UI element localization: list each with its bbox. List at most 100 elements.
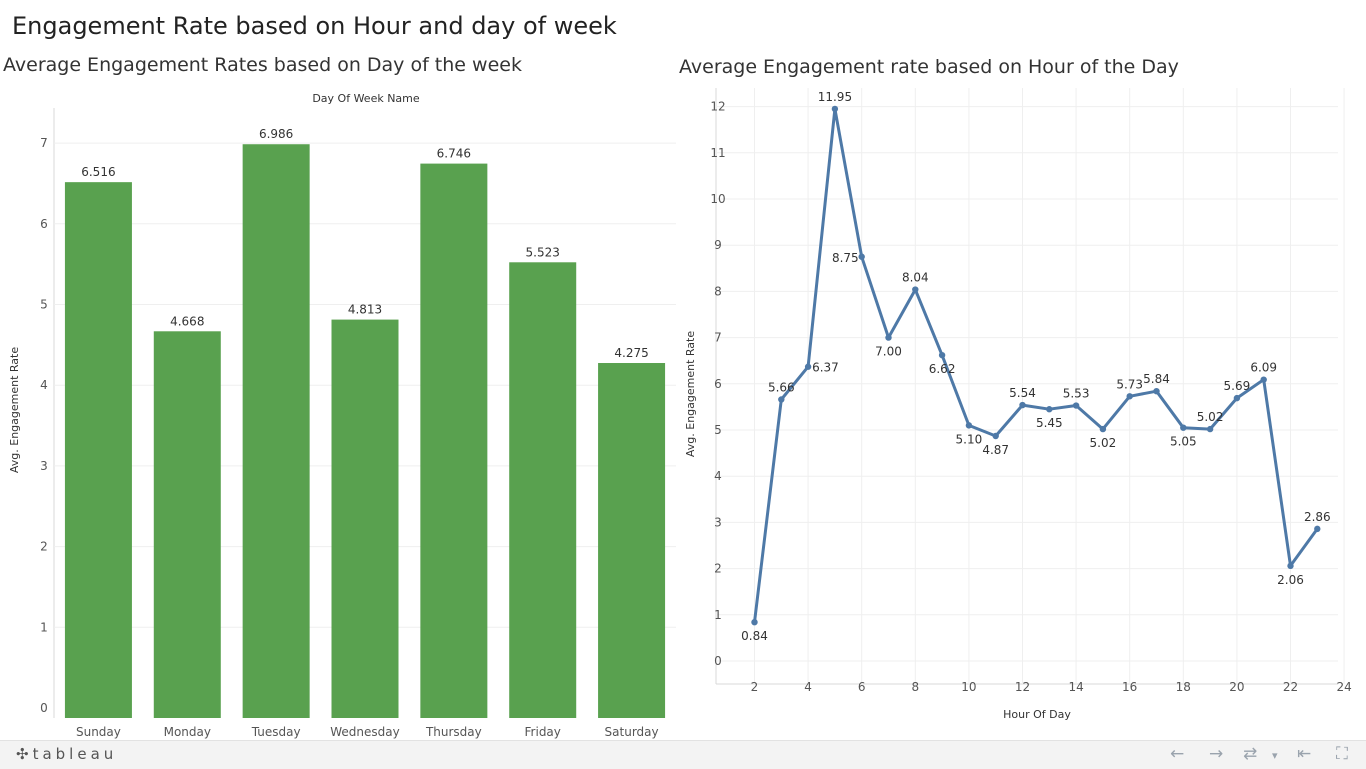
line-data-label: 5.73 bbox=[1116, 377, 1143, 391]
line-data-point[interactable] bbox=[1072, 402, 1080, 409]
redo-icon[interactable]: → bbox=[1209, 744, 1224, 764]
line-x-tick-label: 20 bbox=[1229, 680, 1244, 694]
line-data-label: 5.02 bbox=[1090, 436, 1117, 450]
bar-x-tick-label: Saturday bbox=[605, 725, 659, 739]
line-data-point[interactable] bbox=[1099, 425, 1107, 433]
bar-x-tick-label: Monday bbox=[164, 725, 211, 739]
line-y-tick-label: 2 bbox=[714, 562, 722, 576]
tableau-logo[interactable]: ✣ tableau bbox=[16, 745, 117, 763]
line-data-label: 6.62 bbox=[929, 362, 956, 376]
line-x-tick-label: 18 bbox=[1176, 680, 1191, 694]
line-data-point[interactable] bbox=[1153, 387, 1160, 395]
bar-data-label: 6.516 bbox=[81, 165, 115, 179]
line-data-label: 2.86 bbox=[1304, 510, 1331, 524]
bar-x-tick-label: Tuesday bbox=[251, 725, 301, 739]
bar-thursday[interactable] bbox=[420, 163, 488, 719]
bar-y-tick-label: 3 bbox=[40, 459, 48, 473]
line-data-label: 4.87 bbox=[982, 443, 1009, 457]
line-y-tick-label: 1 bbox=[714, 608, 722, 622]
bar-y-tick-label: 0 bbox=[40, 701, 48, 715]
bar-x-tick-label: Wednesday bbox=[330, 725, 399, 739]
undo-icon[interactable]: ← bbox=[1170, 744, 1185, 764]
dropdown-icon[interactable]: ▾ bbox=[1272, 749, 1278, 762]
line-y-tick-label: 6 bbox=[714, 377, 722, 391]
bar-data-label: 4.668 bbox=[170, 314, 204, 328]
bar-y-tick-label: 2 bbox=[40, 540, 48, 554]
line-data-label: 0.84 bbox=[741, 629, 768, 643]
bar-sunday[interactable] bbox=[64, 182, 132, 718]
line-data-point[interactable] bbox=[778, 396, 785, 403]
line-y-tick-label: 11 bbox=[710, 146, 725, 160]
line-data-point[interactable] bbox=[992, 432, 999, 440]
line-data-label: 7.00 bbox=[875, 345, 902, 359]
bar-saturday[interactable] bbox=[598, 363, 666, 718]
tableau-logo-text: tableau bbox=[32, 745, 118, 763]
line-data-label: 6.09 bbox=[1250, 361, 1277, 375]
bar-friday[interactable] bbox=[509, 262, 577, 718]
bar-tuesday[interactable] bbox=[242, 144, 310, 718]
line-data-point[interactable] bbox=[831, 105, 839, 113]
line-data-point[interactable] bbox=[1233, 394, 1241, 402]
line-data-label: 5.66 bbox=[768, 381, 795, 395]
line-data-point[interactable] bbox=[1019, 401, 1026, 409]
bar-wednesday[interactable] bbox=[331, 319, 399, 718]
line-data-label: 5.84 bbox=[1143, 372, 1170, 386]
bar-data-label: 5.523 bbox=[526, 245, 560, 259]
line-data-label: 5.54 bbox=[1009, 386, 1036, 400]
bar-data-label: 4.275 bbox=[614, 346, 648, 360]
line-x-tick-label: 16 bbox=[1122, 680, 1137, 694]
line-data-point[interactable] bbox=[1046, 406, 1053, 413]
line-data-label: 8.75 bbox=[832, 251, 859, 265]
line-data-point[interactable] bbox=[804, 363, 812, 370]
reset-icon[interactable]: ⇤ bbox=[1297, 744, 1312, 764]
line-x-tick-label: 12 bbox=[1015, 680, 1030, 694]
line-data-point[interactable] bbox=[965, 422, 973, 429]
line-x-tick-label: 8 bbox=[911, 680, 919, 694]
dashboard-title: Engagement Rate based on Hour and day of… bbox=[12, 12, 617, 40]
line-x-axis-title: Hour Of Day bbox=[1003, 708, 1071, 721]
fullscreen-icon[interactable]: ⛶ bbox=[1336, 744, 1348, 764]
line-data-point[interactable] bbox=[858, 253, 865, 260]
bar-y-tick-label: 7 bbox=[40, 136, 48, 150]
line-data-label: 6.37 bbox=[812, 361, 839, 375]
line-y-tick-label: 4 bbox=[714, 469, 722, 483]
line-data-label: 5.05 bbox=[1170, 435, 1197, 449]
bar-y-tick-label: 6 bbox=[40, 217, 48, 231]
bar-chart[interactable]: Day Of Week Name Avg. Engagement Rate 0 1 2 3… bbox=[0, 88, 680, 740]
bar-data-label: 4.813 bbox=[348, 303, 382, 317]
line-data-point[interactable] bbox=[885, 334, 892, 341]
bar-y-tick-label: 1 bbox=[40, 620, 48, 634]
line-y-tick-label: 0 bbox=[714, 654, 722, 668]
bar-monday[interactable] bbox=[153, 331, 221, 718]
revert-icon[interactable]: ⇄ bbox=[1243, 744, 1258, 764]
line-data-point[interactable] bbox=[1180, 424, 1187, 431]
line-x-tick-label: 14 bbox=[1068, 680, 1083, 694]
line-data-point[interactable] bbox=[1206, 425, 1214, 433]
line-data-point[interactable] bbox=[1260, 376, 1267, 383]
line-data-point[interactable] bbox=[1314, 525, 1321, 533]
bar-y-tick-label: 4 bbox=[40, 378, 48, 392]
engagement-line-series[interactable] bbox=[753, 107, 1319, 623]
line-data-point[interactable] bbox=[1287, 562, 1294, 570]
line-data-point[interactable] bbox=[751, 618, 758, 626]
line-y-tick-label: 3 bbox=[714, 515, 722, 529]
line-data-label: 2.06 bbox=[1277, 573, 1304, 587]
line-data-label: 5.45 bbox=[1036, 416, 1063, 430]
line-x-tick-label: 4 bbox=[804, 680, 812, 694]
line-y-tick-label: 5 bbox=[714, 423, 722, 437]
line-data-point[interactable] bbox=[938, 351, 946, 359]
line-y-tick-label: 10 bbox=[710, 192, 725, 206]
line-x-tick-label: 2 bbox=[751, 680, 759, 694]
bar-data-label: 6.986 bbox=[259, 127, 293, 141]
line-y-tick-label: 9 bbox=[714, 238, 722, 252]
line-x-tick-label: 24 bbox=[1336, 680, 1351, 694]
bar-x-tick-label: Sunday bbox=[76, 725, 121, 739]
line-data-label: 11.95 bbox=[818, 90, 852, 104]
line-data-point[interactable] bbox=[1126, 393, 1133, 400]
line-data-label: 5.02 bbox=[1197, 410, 1224, 424]
bar-chart-title: Average Engagement Rates based on Day of… bbox=[3, 54, 522, 76]
line-data-point[interactable] bbox=[912, 286, 919, 293]
line-y-axis-title: Avg. Engagement Rate bbox=[684, 331, 697, 457]
bar-x-tick-label: Friday bbox=[525, 725, 561, 739]
